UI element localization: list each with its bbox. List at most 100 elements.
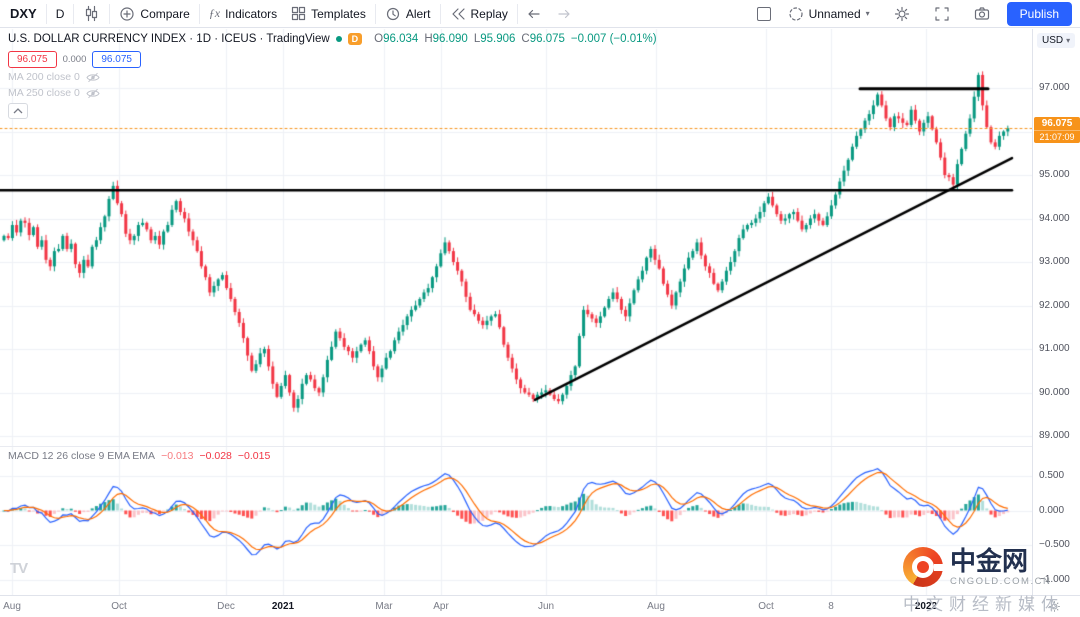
currency-dropdown[interactable]: USD ▾ xyxy=(1037,33,1076,48)
chart-style-button[interactable] xyxy=(76,2,107,26)
macd-signal-value: −0.015 xyxy=(237,450,271,462)
close-value: 96.075 xyxy=(529,33,565,45)
time-axis-label: 2021 xyxy=(271,601,295,612)
high-label: H xyxy=(424,33,433,45)
chevron-down-icon: ▾ xyxy=(1066,36,1071,45)
top-toolbar: DXY D Compare ƒx Indicators xyxy=(0,0,1080,28)
compare-label: Compare xyxy=(140,6,190,21)
camera-icon xyxy=(974,7,989,20)
toolbar-separator xyxy=(374,3,376,24)
time-axis[interactable]: Aug Oct Dec 2021 Mar Apr Jun Aug Oct 8 2022 xyxy=(0,595,1080,617)
market-status-icon xyxy=(335,36,342,42)
price-axis-label: 91.000 xyxy=(1039,343,1070,354)
symbol-title[interactable]: U.S. DOLLAR CURRENCY INDEX · 1D · ICEUS … xyxy=(8,33,330,45)
redo-button[interactable] xyxy=(549,2,578,26)
chevron-down-icon: ▾ xyxy=(865,9,870,18)
macd-pane-canvas[interactable] xyxy=(0,447,1032,595)
toolbar-separator xyxy=(109,3,111,24)
collapse-legend-button[interactable] xyxy=(8,103,28,119)
time-axis-label: 2022 xyxy=(914,601,938,612)
trade-buttons-row: 96.075 0.000 96.075 xyxy=(8,51,141,68)
time-axis-label: Apr xyxy=(433,601,449,612)
time-axis-label: Aug xyxy=(3,601,21,612)
replay-button[interactable]: Replay xyxy=(443,2,515,26)
toolbar-separator xyxy=(73,3,75,24)
price-axis-label: 97.000 xyxy=(1039,82,1070,93)
replay-label: Replay xyxy=(470,6,508,21)
buy-price-button[interactable]: 96.075 xyxy=(92,51,141,68)
replay-icon xyxy=(451,7,465,20)
time-axis-label: Aug xyxy=(647,601,665,612)
ma-200-row[interactable]: MA 200 close 0 xyxy=(8,71,100,83)
undo-arrow-icon xyxy=(528,9,540,18)
change-value: −0.007 (−0.01%) xyxy=(570,33,657,45)
fullscreen-icon xyxy=(935,6,949,21)
axis-settings-gear-icon[interactable] xyxy=(1048,600,1061,613)
macd-line-value: −0.028 xyxy=(199,450,232,462)
time-axis-label: Oct xyxy=(758,601,774,612)
price-axis-label: 95.000 xyxy=(1039,169,1070,180)
templates-label: Templates xyxy=(311,6,366,21)
price-axis-label: 93.000 xyxy=(1039,256,1070,267)
templates-grid-icon xyxy=(292,6,306,21)
layout-grid-icon xyxy=(756,6,771,21)
delayed-data-badge[interactable]: D xyxy=(347,33,363,45)
toolbar-left-group: DXY D Compare ƒx Indicators xyxy=(6,0,578,27)
templates-button[interactable]: Templates xyxy=(284,2,373,26)
screenshot-button[interactable] xyxy=(967,2,997,26)
macd-legend[interactable]: MACD 12 26 close 9 EMA EMA −0.013 −0.028… xyxy=(8,450,270,462)
pane-divider[interactable] xyxy=(0,446,1032,447)
high-value: 96.090 xyxy=(432,33,468,45)
layout-grid-button[interactable] xyxy=(756,6,771,21)
time-axis-label: Jun xyxy=(537,601,555,612)
gear-icon xyxy=(894,6,909,21)
macd-axis-label: 0.500 xyxy=(1039,470,1065,481)
ma-250-row[interactable]: MA 250 close 0 xyxy=(8,87,100,99)
symbol-button[interactable]: DXY xyxy=(10,6,37,21)
chevron-up-icon xyxy=(13,108,23,114)
low-value: 95.906 xyxy=(480,33,516,45)
macd-hist-value: −0.013 xyxy=(161,450,194,462)
open-value: 96.034 xyxy=(383,33,419,45)
spread-value: 0.000 xyxy=(62,54,87,65)
bar-countdown: 21:07:09 xyxy=(1034,130,1080,143)
indicators-icon: ƒx xyxy=(208,6,221,20)
visibility-off-icon[interactable] xyxy=(86,72,100,83)
ma-200-label: MA 200 close 0 xyxy=(8,71,80,83)
time-axis-label: 8 xyxy=(828,601,834,612)
visibility-off-icon[interactable] xyxy=(86,88,100,99)
compare-icon xyxy=(120,6,135,21)
toolbar-separator xyxy=(439,3,441,24)
alert-clock-icon xyxy=(386,7,399,20)
layout-menu-button[interactable]: Unnamed ▾ xyxy=(781,2,877,26)
interval-button[interactable]: D xyxy=(55,6,65,21)
compare-button[interactable]: Compare xyxy=(112,2,196,26)
price-axis-label: 89.000 xyxy=(1039,430,1070,441)
last-price-badge[interactable]: 96.075 21:07:09 xyxy=(1034,117,1080,143)
settings-button[interactable] xyxy=(887,2,917,26)
alert-button[interactable]: Alert xyxy=(378,2,438,26)
indicators-label: Indicators xyxy=(225,6,278,21)
macd-axis-label: 0.000 xyxy=(1039,504,1065,516)
candlestick-icon xyxy=(86,5,98,22)
main-chart-canvas[interactable] xyxy=(0,29,1032,447)
fullscreen-button[interactable] xyxy=(927,2,957,26)
undo-button[interactable] xyxy=(520,2,549,26)
toolbar-separator xyxy=(516,3,518,24)
layout-name-label: Unnamed xyxy=(808,6,861,21)
tradingview-logo[interactable]: TV xyxy=(10,560,28,577)
alert-label: Alert xyxy=(405,6,431,21)
open-label: O xyxy=(374,33,384,45)
publish-button[interactable]: Publish xyxy=(1006,1,1072,26)
indicators-button[interactable]: ƒx Indicators xyxy=(202,2,284,26)
time-axis-label: Mar xyxy=(375,601,393,612)
toolbar-separator xyxy=(198,3,200,24)
macd-axis-label: −1.000 xyxy=(1039,573,1070,585)
price-axis-label: 90.000 xyxy=(1039,386,1070,398)
price-axis[interactable]: USD ▾ 96.075 21:07:09 97.00096.00095.000… xyxy=(1032,29,1080,595)
time-axis-label: Oct xyxy=(111,601,127,612)
price-axis-label: 92.000 xyxy=(1039,299,1070,311)
close-label: C xyxy=(521,33,530,45)
sell-price-button[interactable]: 96.075 xyxy=(8,51,57,68)
